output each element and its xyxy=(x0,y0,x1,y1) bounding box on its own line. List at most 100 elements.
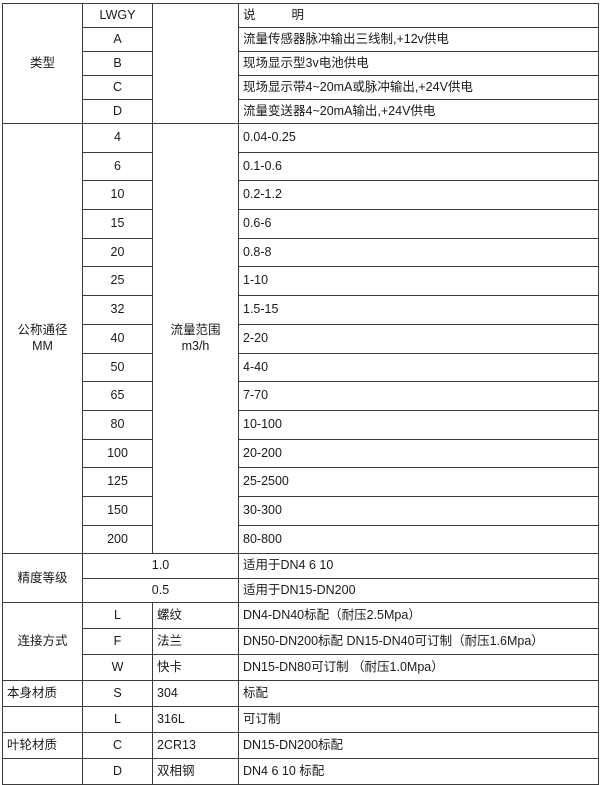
accuracy-code-0-5: 0.5 xyxy=(82,577,239,604)
impeller-material-empty-cell xyxy=(2,758,83,785)
type-code-b: B xyxy=(82,51,153,76)
dn-flow-15: 0.6-6 xyxy=(238,209,599,239)
table-row: 0.5 适用于DN15-DN200 xyxy=(3,577,599,604)
dn-code-6: 6 xyxy=(82,151,153,182)
type-desc-d: 流量变送器4~20mA输出,+24V供电 xyxy=(238,99,599,124)
accuracy-code-1-0: 1.0 xyxy=(82,553,239,579)
dn-flow-20: 0.8-8 xyxy=(238,237,599,268)
dn-flow-10: 0.2-1.2 xyxy=(238,180,599,211)
category-connection-label: 连接方式 xyxy=(17,634,68,648)
dn-flow-4: 0.04-0.25 xyxy=(238,123,599,153)
category-accuracy-label: 精度等级 xyxy=(17,570,68,585)
category-impeller-material: 叶轮材质 xyxy=(2,732,83,760)
category-nominal-diameter-unit: MM xyxy=(32,338,53,353)
table-row: 40 2-20 xyxy=(3,323,599,354)
body-material-desc-l: 可订制 xyxy=(238,706,599,734)
dn-code-100: 100 xyxy=(82,438,153,469)
type-code-a: A xyxy=(82,27,153,52)
table-row: D 流量变送器4~20mA输出,+24V供电 xyxy=(3,99,599,124)
category-body-material: 本身材质 xyxy=(2,680,83,708)
type-code-c: C xyxy=(82,75,153,100)
connection-code-f: F xyxy=(82,628,153,656)
description-header-text-2: 明 xyxy=(291,7,305,22)
dn-flow-65: 7-70 xyxy=(238,381,599,411)
dn-code-32: 32 xyxy=(82,295,153,325)
dn-code-40: 40 xyxy=(82,323,153,354)
table-row: 65 7-70 xyxy=(3,381,599,411)
table-row: 公称通径 MM 4 流量范围 m3/h 0.04-0.25 xyxy=(2,122,599,555)
flow-range-unit: m3/h xyxy=(181,338,210,353)
dn-code-65: 65 xyxy=(82,381,153,411)
table-row: W 快卡 DN15-DN80可订制 （耐压1.0Mpa） xyxy=(3,654,599,682)
impeller-material-name-d: 双相钢 xyxy=(152,758,239,785)
category-type-label: 类型 xyxy=(29,55,55,70)
type-desc-a: 流量传感器脉冲输出三线制,+12v供电 xyxy=(238,27,599,52)
table-row: 200 80-800 xyxy=(3,524,599,555)
dn-code-25: 25 xyxy=(82,266,153,297)
table-row: A 流量传感器脉冲输出三线制,+12v供电 xyxy=(3,27,599,52)
impeller-material-name-c: 2CR13 xyxy=(152,732,239,760)
table-row: 10 0.2-1.2 xyxy=(3,180,599,211)
type-code-d: D xyxy=(82,99,153,124)
table-row: 20 0.8-8 xyxy=(3,237,599,268)
description-header-cell: 说明 xyxy=(238,3,599,28)
connection-desc-f: DN50-DN200标配 DN15-DN40可订制（耐压1.6Mpa） xyxy=(238,628,599,656)
dn-code-10: 10 xyxy=(82,180,153,211)
category-connection: 连接方式 xyxy=(2,602,83,682)
flow-range-label-cell: 流量范围 m3/h xyxy=(152,122,239,555)
dn-code-150: 150 xyxy=(82,495,153,526)
dn-flow-100: 20-200 xyxy=(238,438,599,469)
dn-flow-50: 4-40 xyxy=(238,352,599,383)
dn-flow-125: 25-2500 xyxy=(238,467,599,497)
type-desc-c: 现场显示带4~20mA或脉冲输出,+24V供电 xyxy=(238,75,599,100)
table-row: B 现场显示型3v电池供电 xyxy=(3,51,599,76)
connection-name-f: 法兰 xyxy=(152,628,239,656)
flow-range-label: 流量范围 xyxy=(170,323,221,338)
table-row: 32 1.5-15 xyxy=(3,295,599,325)
dn-code-80: 80 xyxy=(82,409,153,440)
impeller-material-desc-c: DN15-DN200标配 xyxy=(238,732,599,760)
table-row: 50 4-40 xyxy=(3,352,599,383)
type-mid-empty-cell xyxy=(152,3,239,124)
body-material-code-s: S xyxy=(82,680,153,708)
table-row: 本身材质 S 304 标配 xyxy=(2,680,599,708)
category-type: 类型 xyxy=(2,3,83,124)
table-row: L 316L 可订制 xyxy=(2,706,599,734)
dn-flow-200: 80-800 xyxy=(238,524,599,555)
accuracy-desc-0-5: 适用于DN15-DN200 xyxy=(238,577,599,604)
dn-code-125: 125 xyxy=(82,467,153,497)
model-code-cell: LWGY xyxy=(82,3,153,28)
dn-code-200: 200 xyxy=(82,524,153,555)
impeller-material-code-c: C xyxy=(82,732,153,760)
table-row: 100 20-200 xyxy=(3,438,599,469)
dn-code-15: 15 xyxy=(82,209,153,239)
body-material-empty-cell xyxy=(2,706,83,734)
impeller-material-code-d: D xyxy=(82,758,153,785)
body-material-code-l: L xyxy=(82,706,153,734)
table-row: C 现场显示带4~20mA或脉冲输出,+24V供电 xyxy=(3,75,599,100)
table-row: 80 10-100 xyxy=(3,409,599,440)
table-row: 叶轮材质 C 2CR13 DN15-DN200标配 xyxy=(2,732,599,760)
dn-flow-40: 2-20 xyxy=(238,323,599,354)
body-material-name-l: 316L xyxy=(152,706,239,734)
dn-code-20: 20 xyxy=(82,237,153,268)
table-header-row: 类型 LWGY 说明 xyxy=(2,3,599,124)
table-row: 150 30-300 xyxy=(3,495,599,526)
table-row: 15 0.6-6 xyxy=(3,209,599,239)
connection-code-w: W xyxy=(82,654,153,682)
dn-flow-25: 1-10 xyxy=(238,266,599,297)
body-material-desc-s: 标配 xyxy=(238,680,599,708)
table-row: F 法兰 DN50-DN200标配 DN15-DN40可订制（耐压1.6Mpa） xyxy=(3,628,599,656)
connection-name-l: 螺纹 xyxy=(152,602,239,630)
dn-code-4: 4 xyxy=(82,123,153,153)
connection-name-w: 快卡 xyxy=(152,654,239,682)
connection-code-l: L xyxy=(82,602,153,630)
table-row: 连接方式 L 螺纹 DN4-DN40标配（耐压2.5Mpa） xyxy=(2,602,599,682)
dn-code-50: 50 xyxy=(82,352,153,383)
dn-flow-6: 0.1-0.6 xyxy=(238,151,599,182)
specification-table: 类型 LWGY 说明 A 流量传感器脉冲输出三线制,+12v供电 B 现场显示型… xyxy=(2,3,599,785)
dn-flow-150: 30-300 xyxy=(238,495,599,526)
dn-flow-80: 10-100 xyxy=(238,409,599,440)
connection-desc-l: DN4-DN40标配（耐压2.5Mpa） xyxy=(238,602,599,630)
impeller-material-desc-d: DN4 6 10 标配 xyxy=(238,758,599,785)
